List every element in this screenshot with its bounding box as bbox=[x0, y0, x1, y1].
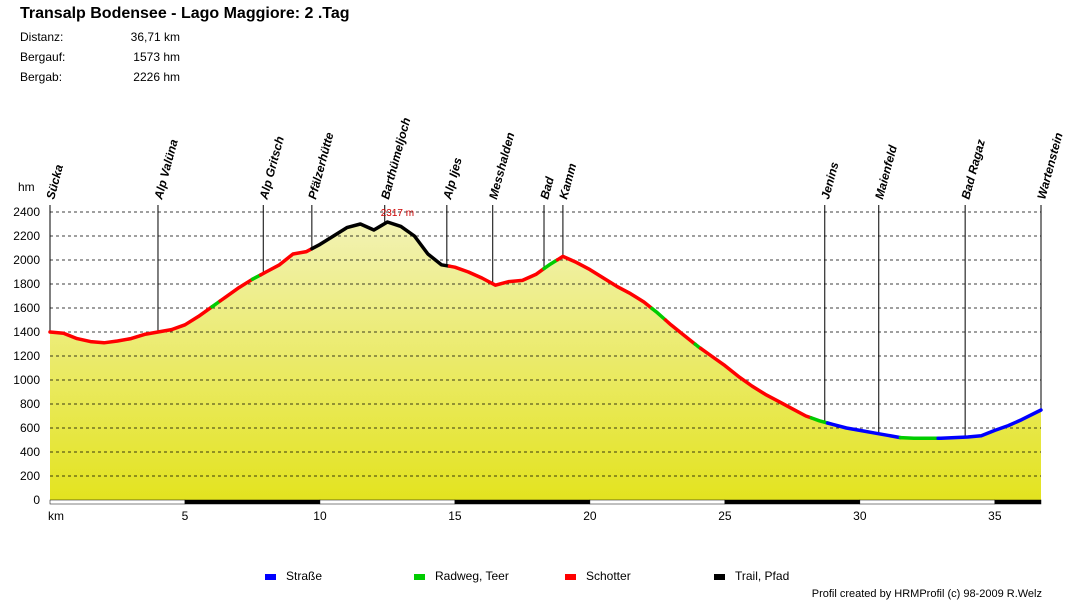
route-segment bbox=[48, 305, 214, 345]
y-tick-label: 200 bbox=[20, 469, 40, 483]
y-tick-label: 800 bbox=[20, 397, 40, 411]
legend-label: Trail, Pfad bbox=[735, 569, 790, 583]
route-segment bbox=[809, 416, 830, 425]
stat-label: Bergab: bbox=[20, 70, 63, 84]
waypoint-label: Bad Ragaz bbox=[959, 138, 988, 201]
y-tick-label: 1600 bbox=[13, 301, 40, 315]
legend-label: Schotter bbox=[586, 569, 631, 583]
route-segment bbox=[218, 277, 255, 303]
route-segment bbox=[555, 254, 654, 311]
legend-swatch bbox=[265, 573, 276, 580]
waypoint-label: Jenins bbox=[818, 160, 841, 201]
legend-label: Radweg, Teer bbox=[435, 569, 509, 583]
legend-swatch bbox=[414, 573, 425, 580]
x-axis-band bbox=[859, 499, 996, 505]
route-segment bbox=[663, 318, 697, 346]
y-tick-label: 2400 bbox=[13, 205, 40, 219]
y-tick-label: 0 bbox=[33, 493, 40, 507]
y-tick-label: 400 bbox=[20, 445, 40, 459]
waypoint-label: Alp Ijes bbox=[440, 156, 465, 202]
stat-value: 2226 hm bbox=[133, 70, 180, 84]
waypoint-label: Bad bbox=[537, 175, 557, 201]
chart-title: Transalp Bodensee - Lago Maggiore: 2 .Ta… bbox=[20, 5, 350, 22]
route-segment bbox=[825, 421, 903, 440]
y-axis-unit: hm bbox=[18, 180, 35, 194]
x-axis-band bbox=[724, 499, 861, 505]
x-tick-label: 5 bbox=[182, 509, 189, 523]
credit-text: Profil created by HRMProfil (c) 98-2009 … bbox=[811, 588, 1042, 600]
waypoint-label: Alp Valüna bbox=[151, 137, 181, 201]
legend-swatch bbox=[714, 573, 725, 580]
y-tick-label: 1400 bbox=[13, 325, 40, 339]
x-tick-label: 30 bbox=[853, 509, 867, 523]
route-segment bbox=[698, 346, 814, 420]
x-axis-band bbox=[994, 499, 1042, 505]
legend-label: Straße bbox=[286, 569, 323, 583]
x-tick-label: 10 bbox=[313, 509, 327, 523]
legend-swatch bbox=[565, 573, 576, 580]
legend-item-trail: Trail, Pfad bbox=[714, 569, 789, 583]
waypoint-label: Kamm bbox=[556, 161, 579, 200]
route-segment bbox=[898, 435, 940, 440]
x-axis-band bbox=[184, 499, 321, 505]
legend-item-strasse: Straße bbox=[265, 569, 322, 583]
elevation-area bbox=[50, 222, 1041, 500]
y-tick-label: 2200 bbox=[13, 229, 40, 243]
waypoint-label: Alp Gritsch bbox=[256, 135, 287, 202]
x-axis-band bbox=[319, 499, 456, 505]
y-tick-label: 1800 bbox=[13, 277, 40, 291]
route-segment bbox=[310, 220, 452, 268]
route-segment bbox=[542, 258, 560, 271]
stat-label: Distanz: bbox=[20, 30, 64, 44]
y-tick-label: 2000 bbox=[13, 253, 40, 267]
x-axis-unit: km bbox=[48, 509, 64, 523]
route-segment bbox=[650, 306, 668, 322]
x-tick-label: 20 bbox=[583, 509, 597, 523]
x-axis-band bbox=[49, 499, 186, 505]
waypoint-label: Messhalden bbox=[486, 131, 517, 201]
stat-label: Bergauf: bbox=[20, 50, 66, 64]
route-segment bbox=[447, 264, 546, 287]
waypoint-label: Barthümeljoch bbox=[378, 116, 413, 201]
waypoint-label: Pfälzerhütte bbox=[305, 131, 336, 201]
waypoint-label: Maienfeld bbox=[872, 143, 900, 201]
x-axis-band bbox=[589, 499, 726, 505]
stat-value: 36,71 km bbox=[130, 30, 180, 44]
y-tick-label: 1200 bbox=[13, 349, 40, 363]
x-tick-label: 25 bbox=[718, 509, 732, 523]
legend-item-radweg: Radweg, Teer bbox=[414, 569, 509, 583]
waypoint-label: Sücka bbox=[43, 163, 66, 201]
y-tick-label: 600 bbox=[20, 421, 40, 435]
route-segment bbox=[258, 246, 314, 277]
x-tick-label: 15 bbox=[448, 509, 462, 523]
stat-value: 1573 hm bbox=[133, 50, 180, 64]
y-tick-label: 1000 bbox=[13, 373, 40, 387]
max-elevation-label: 2317 m bbox=[381, 208, 414, 219]
waypoint-label: Wartenstein bbox=[1034, 131, 1065, 201]
route-segment bbox=[936, 408, 1043, 440]
legend-item-schotter: Schotter bbox=[565, 569, 631, 583]
x-axis-band bbox=[454, 499, 591, 505]
x-tick-label: 35 bbox=[988, 509, 1002, 523]
